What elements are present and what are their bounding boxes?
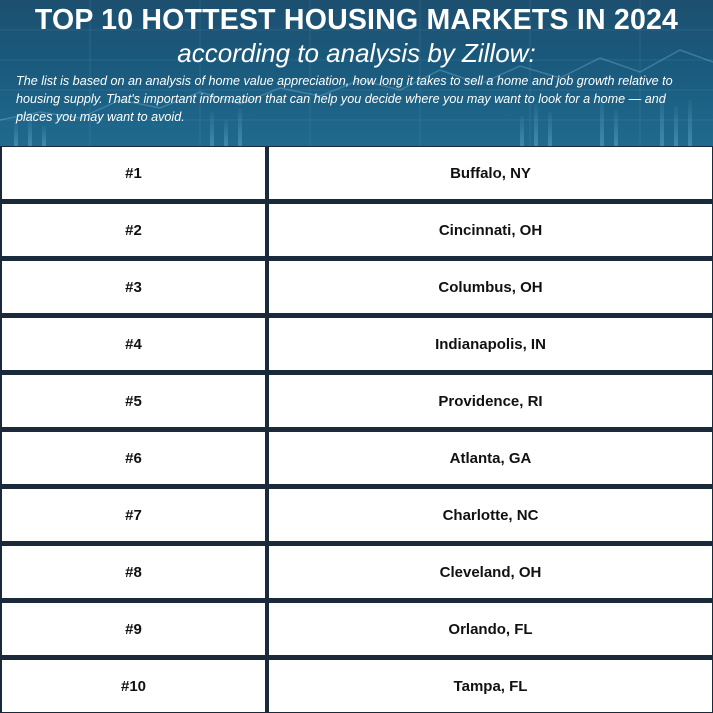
- rankings-table: #1 Buffalo, NY #2 Cincinnati, OH #3 Colu…: [0, 146, 713, 713]
- table-row: #4 Indianapolis, IN: [0, 317, 713, 371]
- city-cell: Tampa, FL: [268, 659, 713, 713]
- table-row: #3 Columbus, OH: [0, 260, 713, 314]
- table-row: #1 Buffalo, NY: [0, 146, 713, 200]
- city-cell: Columbus, OH: [268, 260, 713, 314]
- city-cell: Indianapolis, IN: [268, 317, 713, 371]
- table-row: #6 Atlanta, GA: [0, 431, 713, 485]
- city-cell: Charlotte, NC: [268, 488, 713, 542]
- table-row: #2 Cincinnati, OH: [0, 203, 713, 257]
- city-cell: Atlanta, GA: [268, 431, 713, 485]
- rank-cell: #6: [1, 431, 266, 485]
- city-cell: Providence, RI: [268, 374, 713, 428]
- city-cell: Cleveland, OH: [268, 545, 713, 599]
- table-row: #9 Orlando, FL: [0, 602, 713, 656]
- city-cell: Orlando, FL: [268, 602, 713, 656]
- rank-cell: #1: [1, 146, 266, 200]
- rank-cell: #8: [1, 545, 266, 599]
- page-subtitle: according to analysis by Zillow:: [177, 38, 536, 68]
- table-row: #10 Tampa, FL: [0, 659, 713, 713]
- city-cell: Cincinnati, OH: [268, 203, 713, 257]
- table-row: #8 Cleveland, OH: [0, 545, 713, 599]
- city-cell: Buffalo, NY: [268, 146, 713, 200]
- page-title: TOP 10 HOTTEST HOUSING MARKETS IN 2024: [34, 4, 679, 36]
- rank-cell: #2: [1, 203, 266, 257]
- rank-cell: #4: [1, 317, 266, 371]
- rank-cell: #5: [1, 374, 266, 428]
- financial-chart-background: [0, 0, 713, 146]
- table-row: #7 Charlotte, NC: [0, 488, 713, 542]
- header-banner: TOP 10 HOTTEST HOUSING MARKETS IN 2024 a…: [0, 0, 713, 146]
- description-text: The list is based on an analysis of home…: [16, 74, 673, 124]
- rank-cell: #3: [1, 260, 266, 314]
- rank-cell: #9: [1, 602, 266, 656]
- rank-cell: #10: [1, 659, 266, 713]
- rank-cell: #7: [1, 488, 266, 542]
- table-row: #5 Providence, RI: [0, 374, 713, 428]
